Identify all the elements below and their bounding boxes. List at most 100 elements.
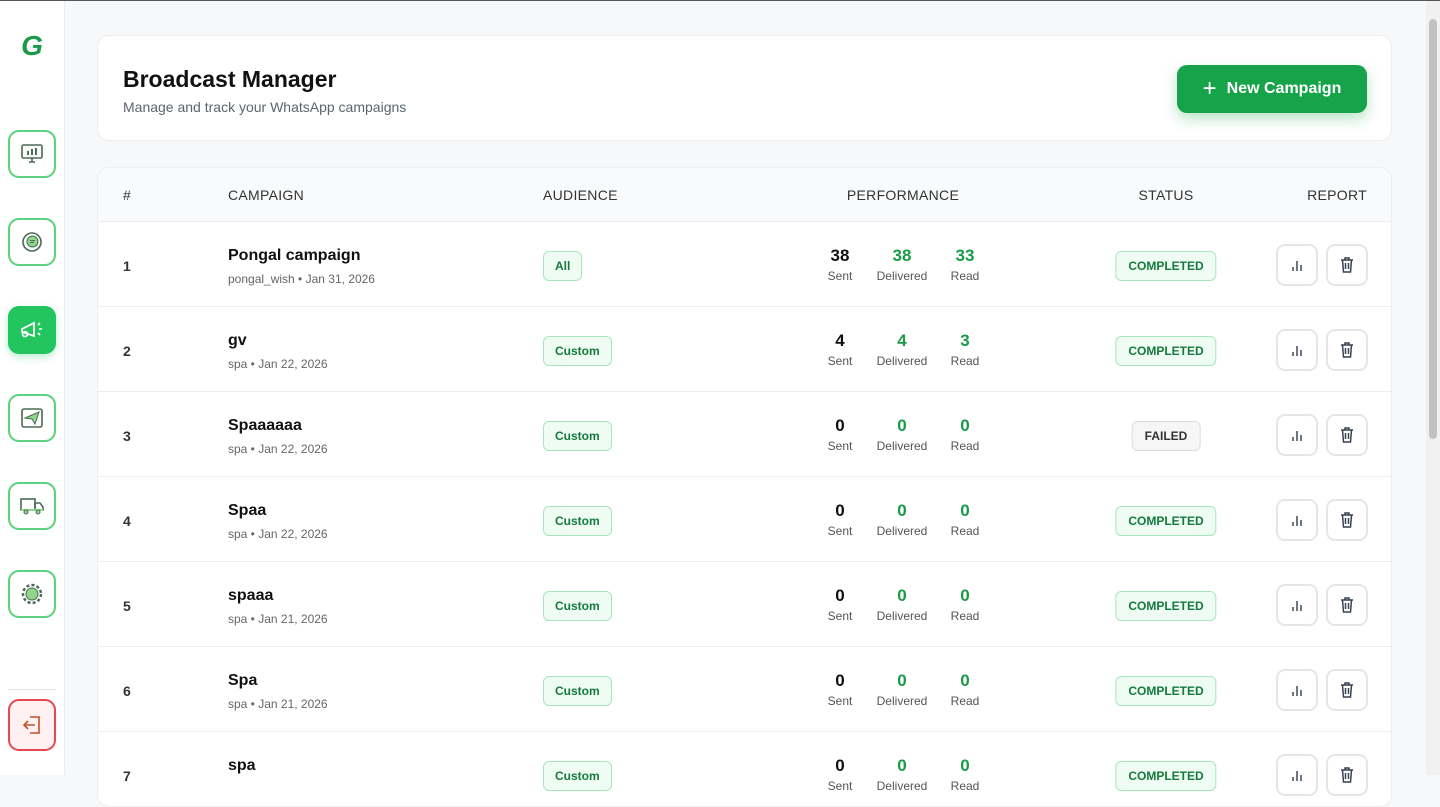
sent-count: 0 [835,501,845,520]
table-row[interactable]: 2 gv spa • Jan 22, 2026 Custom 4 Sent 4 De… [98,307,1391,392]
bar-chart-icon [1292,516,1302,526]
trash-icon [1341,682,1353,698]
metric-delivered: 0 Delivered [867,416,937,453]
delivered-label: Delivered [876,694,928,708]
new-campaign-label: New Campaign [1226,80,1342,97]
delete-button[interactable] [1326,244,1368,286]
metric-delivered: 0 Delivered [867,756,937,793]
table-row[interactable]: 3 Spaaaaaa spa • Jan 22, 2026 Custom 0 Se… [98,392,1391,477]
campaign-meta: spa • Jan 22, 2026 [228,357,328,371]
report-button[interactable] [1276,329,1318,371]
trash-icon [1341,257,1353,273]
delivered-label: Delivered [876,524,928,538]
read-label: Read [950,779,980,793]
new-campaign-button[interactable]: + New Campaign [1177,65,1367,113]
delivered-count: 4 [897,331,907,350]
metric-read: 3 Read [930,331,1000,368]
trash-icon [1341,597,1353,613]
metric-delivered: 0 Delivered [867,586,937,623]
metric-read: 0 Read [930,671,1000,708]
table-row[interactable]: 5 spaaa spa • Jan 21, 2026 Custom 0 Sent … [98,562,1391,647]
read-label: Read [950,269,980,283]
trash-icon [1341,767,1353,783]
settings-icon [21,583,43,605]
delete-button[interactable] [1326,584,1368,626]
table-header: # CAMPAIGN AUDIENCE PERFORMANCE STATUS R… [98,168,1391,222]
sidebar: G [0,1,65,775]
dashboard-icon [21,144,43,163]
campaign-name: spaaa [228,587,274,604]
delete-button[interactable] [1326,499,1368,541]
col-performance: PERFORMANCE [846,187,960,203]
delivered-count: 0 [897,416,907,435]
read-count: 0 [960,671,970,690]
table-row[interactable]: 6 Spa spa • Jan 21, 2026 Custom 0 Sent 0 D… [98,647,1391,732]
col-audience: AUDIENCE [543,187,618,203]
read-count: 33 [955,246,975,265]
audience-badge: Custom [543,591,612,621]
row-number: 5 [123,598,131,614]
logout-button[interactable] [8,699,56,751]
delete-button[interactable] [1326,669,1368,711]
metric-delivered: 0 Delivered [867,671,937,708]
campaigns-table: # CAMPAIGN AUDIENCE PERFORMANCE STATUS R… [97,167,1392,807]
campaign-name: Spa [228,672,258,689]
metric-read: 33 Read [930,246,1000,283]
scrollbar[interactable] [1426,1,1440,775]
report-button[interactable] [1276,584,1318,626]
status-badge: COMPLETED [1115,251,1217,281]
scrollbar-thumb[interactable] [1429,19,1437,439]
delete-button[interactable] [1326,414,1368,456]
sent-count: 0 [835,756,845,775]
report-button[interactable] [1276,499,1318,541]
audience-badge: Custom [543,336,612,366]
trash-icon [1341,342,1353,358]
bar-chart-icon [1292,346,1302,356]
nav-campaign-send[interactable] [8,394,56,442]
delivered-label: Delivered [876,439,928,453]
read-count: 0 [960,416,970,435]
sent-label: Sent [827,779,853,793]
app-logo[interactable]: G [21,30,43,61]
nav-broadcast[interactable] [8,306,56,354]
row-number: 1 [123,258,131,274]
sent-label: Sent [827,269,853,283]
delete-button[interactable] [1326,754,1368,796]
nav-dashboard[interactable] [8,130,56,178]
campaign-meta: spa • Jan 21, 2026 [228,612,328,626]
sent-label: Sent [827,609,853,623]
metric-sent: 4 Sent [805,331,875,368]
delivered-count: 0 [897,756,907,775]
metric-sent: 0 Sent [805,671,875,708]
nav-settings[interactable] [8,570,56,618]
nav-chats[interactable] [8,218,56,266]
table-row[interactable]: 1 Pongal campaign pongal_wish • Jan 31, … [98,222,1391,307]
report-button[interactable] [1276,244,1318,286]
campaign-name: Pongal campaign [228,247,361,264]
delete-button[interactable] [1326,329,1368,371]
metric-sent: 0 Sent [805,756,875,793]
report-button[interactable] [1276,414,1318,456]
campaign-meta: spa • Jan 22, 2026 [228,442,328,456]
sent-label: Sent [827,354,853,368]
delivered-count: 0 [897,501,907,520]
report-button[interactable] [1276,669,1318,711]
metric-sent: 38 Sent [805,246,875,283]
table-row[interactable]: 7 spa Custom 0 Sent 0 Delivered 0 Read COMP… [98,732,1391,806]
megaphone-icon [21,321,42,338]
nav-delivery[interactable] [8,482,56,530]
sent-count: 0 [835,671,845,690]
report-button[interactable] [1276,754,1318,796]
delivered-label: Delivered [876,269,928,283]
delivered-label: Delivered [876,609,928,623]
delivered-label: Delivered [876,354,928,368]
table-row[interactable]: 4 Spaa spa • Jan 22, 2026 Custom 0 Sent 0… [98,477,1391,562]
row-number: 4 [123,513,131,529]
campaign-name: Spaaaaaa [228,417,302,434]
read-label: Read [950,439,980,453]
row-number: 2 [123,343,131,359]
status-badge: FAILED [1131,421,1201,451]
metric-delivered: 0 Delivered [867,501,937,538]
row-number: 3 [123,428,131,444]
audience-badge: Custom [543,506,612,536]
